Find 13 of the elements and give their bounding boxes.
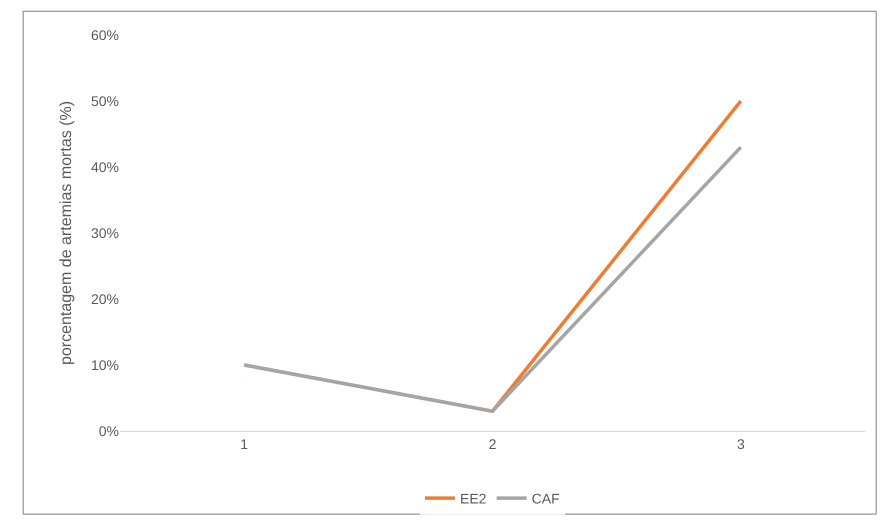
y-tick-label: 10% [90,356,119,373]
legend-label: EE2 [460,490,487,507]
legend-label: CAF [532,490,560,507]
y-tick-label: 40% [90,158,119,175]
y-tick-label: 60% [90,26,119,43]
y-tick-label: 30% [90,224,119,241]
x-tick-label: 2 [488,436,497,452]
y-tick-label: 20% [90,290,119,307]
x-tick-label: 1 [240,436,248,452]
x-tick-label: 3 [736,436,745,452]
y-tick-label: 0% [98,422,119,439]
y-tick-label: 50% [90,92,119,109]
y-axis-title: porcentagem de artemias mortas (%) [58,100,75,366]
